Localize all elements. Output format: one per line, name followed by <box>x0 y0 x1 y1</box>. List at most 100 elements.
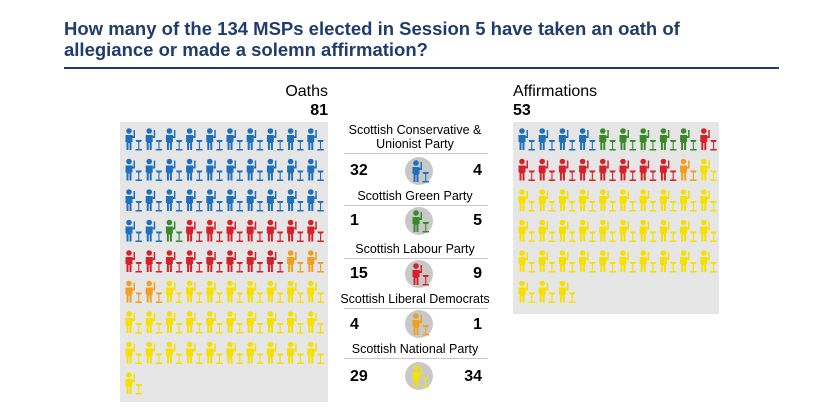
snp-affirmation-figure <box>659 219 677 242</box>
party-divider <box>344 358 488 359</box>
conservative-oath-figure <box>266 158 284 181</box>
labour-oath-figure <box>206 250 223 273</box>
conservative-badge <box>405 157 433 185</box>
conservative-oath-figure <box>165 158 183 181</box>
oaths-label: Oaths <box>285 83 328 100</box>
labour-oath-figure <box>226 250 243 273</box>
party-divider <box>344 308 488 309</box>
snp-affirmations-count: 34 <box>464 368 482 385</box>
snp-oath-figure <box>226 280 243 303</box>
labour-affirmation-figure <box>619 158 636 181</box>
snp-oath-figure <box>226 341 243 364</box>
oaths-pictogram-panel <box>120 122 328 402</box>
snp-oath-figure <box>307 311 324 334</box>
labour-affirmation-figure <box>659 158 677 181</box>
snp-affirmation-figure <box>518 189 535 212</box>
snp-affirmation-figure <box>538 250 556 273</box>
conservative-oath-figure <box>125 189 142 212</box>
green-badge <box>405 207 433 235</box>
snp-badge <box>405 362 433 390</box>
conservative-oath-figure <box>186 158 203 181</box>
conservative-oath-figure <box>145 189 163 212</box>
affirmations-pictogram-panel <box>513 122 719 314</box>
snp-affirmation-figure <box>680 219 697 242</box>
labour-oath-figure <box>266 219 284 242</box>
snp-oath-figure <box>246 311 264 334</box>
conservative-oath-figure <box>125 219 142 242</box>
labour-oath-figure <box>186 219 203 242</box>
affirm-panel-svg <box>518 128 717 303</box>
conservative-person-icon <box>412 160 429 183</box>
green-affirmation-figure <box>659 128 677 151</box>
green-legend-figure <box>412 210 429 233</box>
labour-oath-figure <box>165 250 183 273</box>
conservative-oath-figure <box>266 189 284 212</box>
conservative-affirmation-figure <box>538 128 556 151</box>
party-name-conservative: Scottish Conservative & Unionist Party <box>348 123 482 151</box>
snp-affirmation-figure <box>659 189 677 212</box>
snp-oath-figure <box>165 341 183 364</box>
snp-oath-figure <box>266 311 284 334</box>
snp-affirmation-figure <box>558 219 576 242</box>
labour-oath-figure <box>246 250 264 273</box>
snp-oath-figure <box>287 341 304 364</box>
snp-affirmation-figure <box>538 189 556 212</box>
green-affirmations-count: 5 <box>473 212 482 229</box>
snp-affirmation-figure <box>599 219 616 242</box>
conservative-oath-figure <box>165 128 183 151</box>
labour-affirmation-figure <box>558 158 576 181</box>
green-person-icon <box>412 210 429 233</box>
conservative-affirmation-figure <box>518 128 535 151</box>
affirmations-label: Affirmations <box>513 83 598 100</box>
oaths-total: 81 <box>310 102 328 119</box>
snp-affirmation-figure <box>518 250 535 273</box>
conservative-oath-figure <box>226 128 243 151</box>
libdem-oaths-count: 4 <box>350 316 359 333</box>
libdem-oath-figure <box>287 250 304 273</box>
snp-oath-figure <box>246 280 264 303</box>
labour-oath-figure <box>266 250 284 273</box>
snp-affirmation-figure <box>659 250 677 273</box>
snp-affirmation-figure <box>700 219 717 242</box>
conservative-oath-figure <box>206 189 223 212</box>
labour-person-icon <box>412 263 429 286</box>
libdem-affirmations-count: 1 <box>473 316 482 333</box>
snp-oath-figure <box>307 341 324 364</box>
labour-oath-figure <box>125 250 142 273</box>
conservative-oath-figure <box>246 128 264 151</box>
green-oaths-count: 1 <box>350 212 359 229</box>
conservative-oath-figure <box>125 128 142 151</box>
snp-oaths-count: 29 <box>350 368 368 385</box>
conservative-oath-figure <box>307 189 324 212</box>
snp-oath-figure <box>165 280 183 303</box>
green-affirmation-figure <box>599 128 616 151</box>
conservative-oath-figure <box>287 158 304 181</box>
conservative-oath-figure <box>125 158 142 181</box>
snp-affirmation-figure <box>538 280 556 303</box>
conservative-oath-figure <box>226 189 243 212</box>
labour-badge <box>405 260 433 288</box>
snp-affirmation-figure <box>619 219 636 242</box>
labour-oaths-count: 15 <box>350 265 368 282</box>
labour-affirmation-figure <box>518 158 535 181</box>
green-oath-figure <box>165 219 183 242</box>
labour-oath-figure <box>226 219 243 242</box>
conservative-oath-figure <box>145 219 163 242</box>
snp-oath-figure <box>145 341 163 364</box>
snp-affirmation-figure <box>538 219 556 242</box>
snp-affirmation-figure <box>599 250 616 273</box>
snp-affirmation-figure <box>639 250 657 273</box>
snp-oath-figure <box>287 280 304 303</box>
conservative-affirmations-count: 4 <box>473 162 482 179</box>
conservative-oath-figure <box>246 189 264 212</box>
conservative-oath-figure <box>287 189 304 212</box>
labour-oath-figure <box>307 219 324 242</box>
snp-oath-figure <box>125 311 142 334</box>
snp-oath-figure <box>206 311 223 334</box>
green-affirmation-figure <box>619 128 636 151</box>
conservative-oath-figure <box>186 189 203 212</box>
conservative-oath-figure <box>226 158 243 181</box>
green-affirmation-figure <box>639 128 657 151</box>
snp-oath-figure <box>145 311 163 334</box>
snp-oath-figure <box>307 280 324 303</box>
